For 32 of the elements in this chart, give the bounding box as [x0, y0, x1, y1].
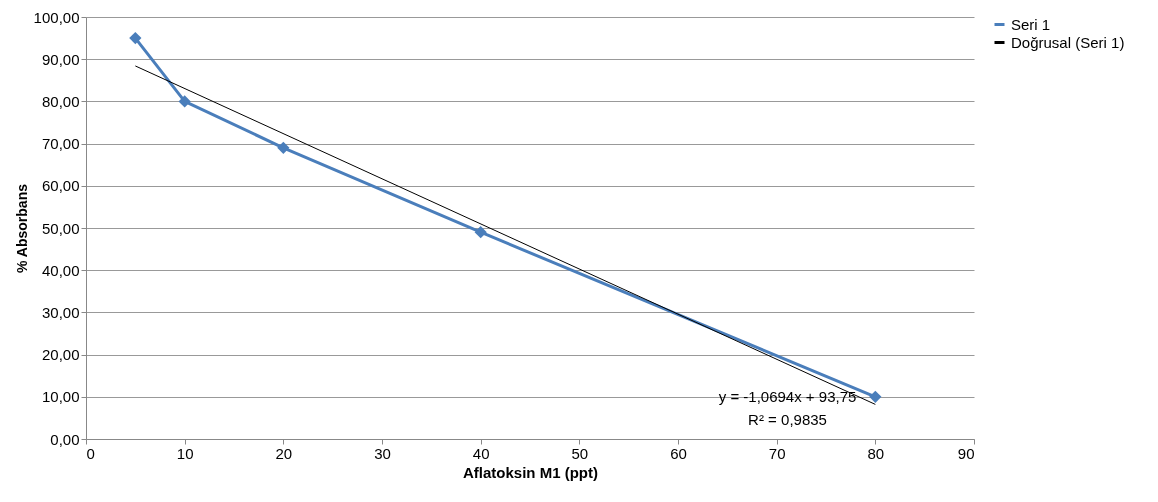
x-axis-title: Aflatoksin M1 (ppt) — [463, 463, 598, 481]
x-tick-label: 20 — [275, 444, 293, 462]
point — [178, 95, 191, 108]
y-tick-label: 50,00 — [41, 219, 80, 237]
y-tick-label: 70,00 — [41, 135, 80, 153]
y-axis-title: % Absorbans — [13, 183, 30, 273]
point — [474, 226, 487, 239]
y-tick-label: 30,00 — [41, 303, 80, 321]
x-tick-label: 50 — [571, 444, 589, 462]
x-tick-label: 10 — [176, 444, 194, 462]
point — [277, 141, 290, 154]
point — [129, 31, 142, 45]
legend-label: Seri 1 — [1011, 15, 1051, 33]
y-tick-label: 40,00 — [41, 261, 80, 279]
x-tick-label: 30 — [374, 444, 391, 462]
point — [869, 390, 882, 403]
legend-label: Doğrusal (Seri 1) — [1011, 33, 1125, 51]
x-tick-label: 90 — [957, 444, 975, 462]
y-tick-label: 90,00 — [41, 50, 80, 68]
y-tick-label: 0,00 — [50, 430, 80, 448]
y-tick-label: 10,00 — [41, 388, 80, 406]
y-tick-label: 100,00 — [33, 8, 80, 26]
annotation: R² = 0,9835 — [748, 411, 827, 429]
x-tick-label: 0 — [86, 444, 95, 462]
y-tick-label: 80,00 — [41, 92, 80, 110]
x-tick-label: 60 — [670, 444, 687, 462]
x-tick-label: 70 — [768, 444, 786, 462]
y-tick-label: 20,00 — [41, 346, 80, 364]
x-tick-label: 40 — [472, 444, 490, 462]
annotation: y = -1,0694x + 93,75 — [718, 387, 857, 405]
y-tick-label: 60,00 — [41, 177, 80, 195]
x-tick-label: 80 — [867, 444, 885, 462]
